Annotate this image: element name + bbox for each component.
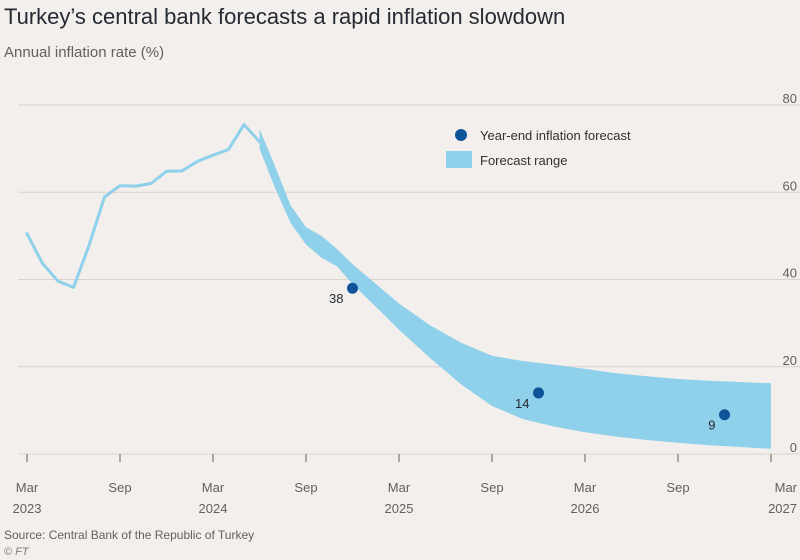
y-axis-ticks: 0 20 40 60 80: [783, 91, 797, 455]
x-tick-label: Mar: [202, 480, 225, 495]
x-tick-label: Mar: [775, 480, 798, 495]
chart-subtitle: Annual inflation rate (%): [4, 44, 165, 61]
year-end-forecast-point: [533, 387, 544, 399]
x-tick-year-label: 2024: [199, 501, 228, 516]
x-tick-year-label: 2023: [13, 501, 42, 516]
y-tick-label: 40: [783, 266, 797, 281]
source-note: Source: Central Bank of the Republic of …: [4, 528, 255, 542]
year-end-forecast-point: [347, 282, 358, 294]
x-tick-label: Sep: [108, 480, 131, 495]
year-end-forecast-label: 38: [329, 291, 343, 306]
credit-note: © FT: [4, 546, 29, 558]
legend: Year-end inflation forecast Forecast rang…: [446, 128, 631, 168]
y-tick-label: 80: [783, 91, 797, 106]
year-end-forecast-label: 9: [708, 418, 715, 433]
legend-band-swatch: [446, 151, 472, 168]
year-end-forecast-label: 14: [515, 396, 529, 411]
x-tick-year-label: 2026: [571, 501, 600, 516]
year-end-forecast-point: [719, 409, 730, 421]
y-tick-label: 20: [783, 353, 797, 368]
x-tick-label: Sep: [666, 480, 689, 495]
x-tick-label: Mar: [16, 480, 39, 495]
x-tick-year-label: 2025: [385, 501, 414, 516]
x-tick-label: Mar: [574, 480, 597, 495]
legend-band-label: Forecast range: [480, 153, 567, 168]
chart-title: Turkey’s central bank forecasts a rapid …: [4, 4, 566, 29]
y-tick-label: 60: [783, 178, 797, 193]
x-tick-label: Mar: [388, 480, 411, 495]
x-tick-label: Sep: [480, 480, 503, 495]
grid-lines: [18, 104, 800, 455]
series-layer: 38 14 9: [25, 123, 771, 449]
inflation-actual-line: [25, 123, 261, 289]
y-tick-label: 0: [790, 440, 797, 455]
x-tick-year-label: 2027: [768, 501, 797, 516]
legend-point-swatch: [455, 129, 467, 141]
x-tick-label: Sep: [294, 480, 317, 495]
x-axis-ticks: Mar 2023 Sep Mar 2024 Sep Mar 2025 Sep Mar 2026 Sep…: [13, 454, 798, 516]
legend-point-label: Year-end inflation forecast: [480, 128, 631, 143]
